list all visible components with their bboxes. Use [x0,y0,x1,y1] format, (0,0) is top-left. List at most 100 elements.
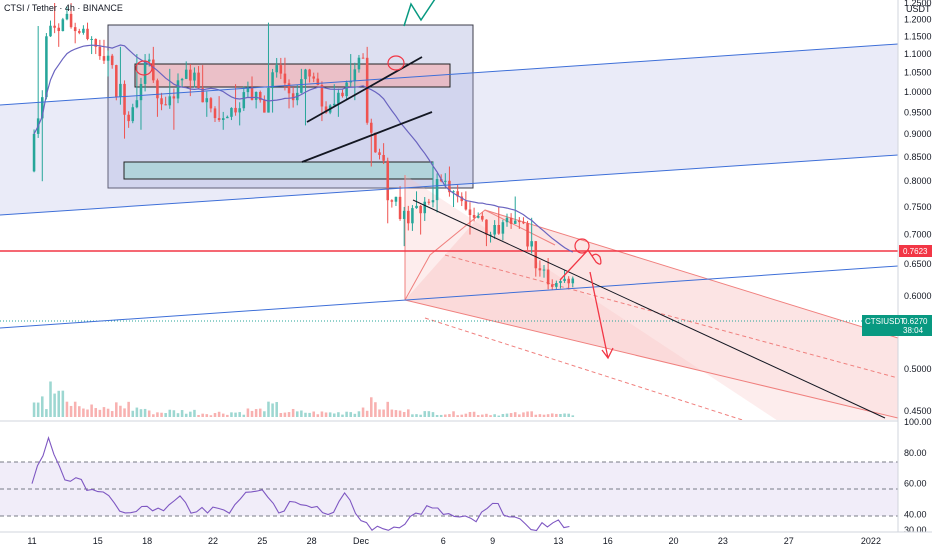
volume-bar [349,412,352,417]
volume-bar [36,402,40,417]
volume-bar [172,410,176,417]
candle [332,84,336,106]
volume-bar [419,414,422,417]
volume-bar [526,411,529,417]
volume-bar [308,412,311,417]
date-tick-label: 18 [142,536,152,546]
svg-text:0.7623: 0.7623 [903,247,928,256]
candle [411,205,414,231]
volume-bar [415,414,418,417]
volume-bar [513,412,517,417]
price-tick-label: 1.0000 [904,87,932,97]
volume-bar [65,401,69,417]
volume-bar [501,414,505,417]
candle [402,206,406,247]
candle [308,68,311,83]
volume-bar [324,412,328,417]
candle [468,202,472,235]
volume-bar [98,409,102,417]
date-tick-label: Dec [353,536,370,546]
chart-header: CTSI / Tether · 4h · BINANCE [4,3,123,13]
candle [263,95,266,113]
candle [563,270,566,283]
candle [365,46,369,125]
date-tick-label: 16 [603,536,613,546]
candle [283,57,287,91]
level-tag-red: 0.7623 [899,245,932,257]
candle [493,220,496,239]
candle [238,102,241,126]
candle [127,111,130,128]
circle-marker-top [387,55,405,71]
volume-bar [522,412,525,417]
volume-bar [139,409,143,417]
price-tick-label: 0.6500 [904,259,932,269]
volume-bar [82,408,85,417]
volume-bar [271,403,274,417]
candle [349,54,352,88]
volume-bar [365,410,369,417]
candle [419,204,422,235]
price-axis[interactable] [898,0,932,532]
price-tick-label: 0.6000 [904,291,932,301]
level-tag-current: CTSIUSDT 0.6270 38:04 [862,315,932,336]
candle [189,64,192,97]
volume-bar [563,413,566,417]
candle [526,220,529,250]
volume-bar [468,412,472,417]
volume-bar [176,413,180,417]
candle [69,3,73,29]
candle [415,191,418,209]
volume-bar [110,411,114,417]
candle [370,118,373,167]
volume-bar [431,412,435,417]
date-tick-label: 23 [718,536,728,546]
candle [168,68,172,109]
candle [86,22,89,41]
candle [423,197,427,221]
time-axis[interactable] [0,532,932,550]
volume-bar [213,413,217,417]
candle [550,279,554,290]
volume-bar [127,401,130,417]
candle [448,166,451,197]
volume-bar [217,411,221,417]
volume-bar [444,414,447,417]
volume-bar [86,409,89,417]
candle [435,173,439,213]
candle [164,96,167,106]
candle [390,199,394,208]
candle [518,217,521,229]
volume-bar [254,409,258,417]
symbol-label: CTSI / Tether · 4h · BINANCE [4,3,123,13]
date-tick-label: 6 [441,536,446,546]
candle [98,39,102,60]
candle [444,173,447,187]
candle [567,276,570,290]
candle [555,280,558,290]
volume-bar [328,412,332,417]
down-trend-line [412,199,886,419]
volume-bar [295,411,299,417]
candle [398,186,402,221]
candle [394,196,398,207]
volume-bar [102,407,106,417]
candle [32,129,36,173]
price-tick-label: 1.2000 [904,14,932,24]
volume-bar [567,413,570,417]
candle [184,61,188,80]
candle [489,231,492,243]
candle [57,23,61,47]
candle [341,89,344,98]
volume-bar [78,406,81,417]
candle [193,67,196,88]
rsi-tick-label: 80.00 [904,448,927,458]
date-tick-label: 2022 [861,536,881,546]
candle [522,217,525,225]
volume-bar [546,414,550,417]
volume-bar [184,413,188,417]
candle [571,276,575,288]
candle [460,192,464,207]
candle [45,33,48,100]
